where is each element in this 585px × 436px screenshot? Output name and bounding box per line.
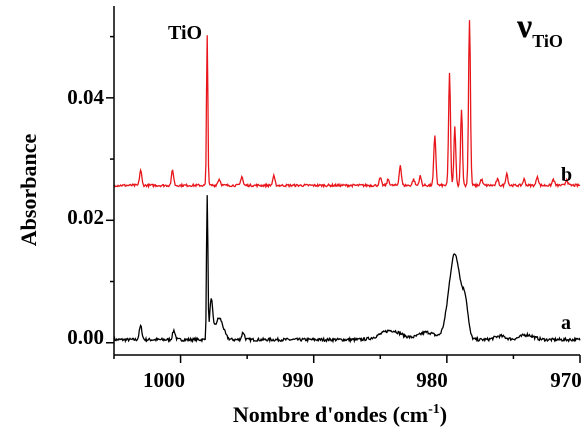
tio-peak-label: TiO	[168, 22, 202, 44]
x-axis-title: Nombre d'ondes (cm-1)	[233, 402, 447, 427]
x-tick-label-1000: 1000	[143, 368, 185, 392]
y-tick-label-0: 0.00	[67, 325, 104, 349]
series-label-b: b	[561, 164, 572, 186]
nu-tio-label: νTiO	[516, 8, 563, 51]
x-tick-label-980: 980	[416, 368, 448, 392]
series-line-a	[113, 195, 581, 344]
x-axis-title-close: )	[440, 402, 447, 427]
nu-symbol: ν	[516, 8, 532, 45]
series-line-b	[113, 20, 581, 189]
x-axis-title-main: Nombre d'ondes (cm	[233, 402, 428, 427]
y-tick-label-1: 0.02	[67, 205, 104, 229]
x-tick-label-970: 970	[550, 368, 582, 392]
plot-series	[113, 20, 581, 344]
y-tick-label-2: 0.04	[67, 85, 104, 109]
axis-ticks	[106, 35, 581, 363]
nu-subscript: TiO	[532, 31, 563, 51]
y-axis-title: Absorbance	[16, 134, 41, 247]
x-tick-label-990: 990	[282, 368, 314, 392]
x-axis-title-sup: -1	[428, 402, 440, 417]
series-label-a: a	[561, 312, 571, 334]
